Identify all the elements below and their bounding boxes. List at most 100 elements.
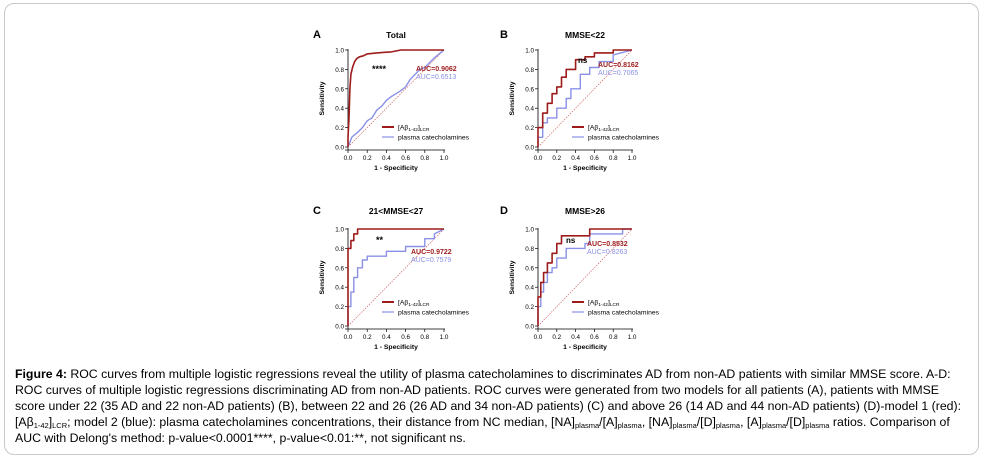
chart-panel-D: D MMSE>26 0.0 0.2 0.4 0.6 0.8 1.0 0.0 0.2 0.4 0.6 0.… (500, 205, 660, 351)
x-tick-label: 0.0 (534, 155, 543, 162)
series-line (537, 49, 632, 147)
caption-sub: 1-42 (33, 421, 49, 430)
y-axis-label: Sensitivity (319, 260, 326, 294)
series-line (347, 228, 444, 326)
caption-text: ] (48, 415, 53, 429)
figure-caption: Figure 4: ROC curves from multiple logis… (15, 366, 970, 446)
x-axis-label: 1 - Specificity (374, 165, 418, 172)
auc-label: AUC=0.8263 (587, 249, 627, 256)
x-tick-label: 0.2 (363, 334, 372, 341)
auc-label: AUC=0.9062 (416, 66, 457, 73)
y-tick-label: 1.0 (525, 227, 534, 234)
significance-marker: ns (566, 236, 576, 245)
caption-text: /[D] (696, 415, 716, 429)
y-tick-label: 0.4 (525, 285, 534, 292)
chart-title: 21<MMSE<27 (369, 206, 424, 216)
caption-sub: plasma (617, 421, 642, 430)
reference-diagonal (537, 228, 633, 327)
chart-title: MMSE<22 (565, 30, 605, 40)
y-tick-label: 0.2 (525, 304, 534, 311)
caption-sub: plasma (761, 421, 787, 430)
legend-label: [Aβ1-42]LCR (588, 125, 620, 134)
x-axis-label: 1 - Specificity (563, 165, 607, 172)
caption-text: /[A] (599, 415, 618, 429)
auc-label: AUC=0.7579 (411, 257, 451, 264)
figure-frame (4, 3, 979, 455)
reference-diagonal (537, 49, 633, 148)
x-tick-label: 0.4 (571, 334, 580, 341)
x-tick-label: 1.0 (440, 334, 449, 341)
reference-diagonal (347, 228, 445, 327)
x-tick-label: 0.0 (344, 334, 353, 341)
x-tick-label: 0.8 (420, 155, 429, 162)
legend-label: plasma catecholamines (588, 135, 660, 142)
y-tick-label: 0.8 (525, 246, 534, 253)
panel-letter: C (313, 205, 321, 217)
x-tick-label: 1.0 (628, 334, 637, 341)
caption-text: ratios. Comparison of AUC with Delong's … (15, 415, 950, 445)
y-tick-label: 0.4 (335, 285, 344, 292)
y-tick-label: 0.0 (335, 145, 344, 152)
caption-sub: plasma (574, 421, 600, 430)
x-tick-label: 0.4 (382, 155, 391, 162)
chart-panel-B: B MMSE<22 0.0 0.2 0.4 0.6 0.8 1.0 0.0 0.2 0.4 0.6 0.… (500, 29, 660, 172)
x-tick-label: 0.2 (363, 155, 372, 162)
x-tick-label: 0.6 (401, 155, 410, 162)
x-tick-label: 0.0 (534, 334, 543, 341)
y-tick-label: 0.0 (525, 324, 534, 331)
caption-label: Figure 4: (15, 367, 67, 381)
y-tick-label: 0.8 (335, 246, 344, 253)
x-tick-label: 0.8 (609, 155, 618, 162)
panel-letter: A (313, 29, 321, 41)
auc-label: AUC=0.7065 (598, 70, 638, 77)
auc-label: AUC=0.8162 (598, 62, 639, 69)
legend-label: [Aβ1-42]LCR (588, 300, 620, 309)
y-tick-label: 0.6 (525, 86, 534, 93)
y-tick-label: 0.6 (525, 265, 534, 272)
y-tick-label: 0.0 (335, 324, 344, 331)
y-tick-label: 1.0 (335, 48, 344, 55)
x-tick-label: 0.4 (571, 155, 580, 162)
panel-letter: B (500, 29, 508, 41)
x-tick-label: 0.4 (382, 334, 391, 341)
y-tick-label: 0.2 (335, 304, 344, 311)
series-line (347, 228, 445, 326)
series-line (347, 49, 445, 148)
legend-label: plasma catecholamines (398, 310, 470, 317)
caption-text: , [NA] (641, 415, 673, 429)
significance-marker: **** (372, 64, 387, 74)
reference-diagonal (347, 49, 445, 148)
caption-sub: plasma (805, 421, 830, 430)
caption-text: ROC curves from multiple logistic regres… (15, 367, 962, 429)
y-tick-label: 0.8 (335, 67, 344, 74)
y-tick-label: 0.2 (525, 125, 534, 132)
y-tick-label: 0.6 (335, 265, 344, 272)
y-tick-label: 0.4 (525, 106, 534, 113)
y-tick-label: 0.8 (525, 67, 534, 74)
x-axis-label: 1 - Specificity (374, 344, 418, 351)
x-tick-label: 1.0 (628, 155, 637, 162)
caption-sub: plasma (672, 421, 697, 430)
panel-letter: D (500, 205, 508, 217)
legend-label: plasma catecholamines (398, 135, 470, 142)
y-axis-label: Sensitivity (509, 81, 516, 115)
y-tick-label: 0.0 (525, 145, 534, 152)
caption-text: ; model 2 (blue): plasma catecholamines … (67, 415, 575, 429)
x-tick-label: 0.2 (552, 155, 561, 162)
caption-text: , [A] (740, 415, 762, 429)
y-axis-label: Sensitivity (319, 81, 326, 115)
y-axis-label: Sensitivity (509, 260, 516, 294)
x-tick-label: 0.2 (552, 334, 561, 341)
x-tick-label: 0.6 (401, 334, 410, 341)
series-line (537, 228, 632, 326)
legend-label: plasma catecholamines (588, 310, 660, 317)
y-tick-label: 0.6 (335, 86, 344, 93)
legend-label: [Aβ1-42]LCR (398, 300, 430, 309)
caption-sub: plasma (715, 421, 741, 430)
series-line (347, 49, 444, 147)
y-tick-label: 0.4 (335, 106, 344, 113)
x-tick-label: 0.0 (344, 155, 353, 162)
y-tick-label: 0.2 (335, 125, 344, 132)
chart-title: MMSE>26 (565, 206, 605, 216)
